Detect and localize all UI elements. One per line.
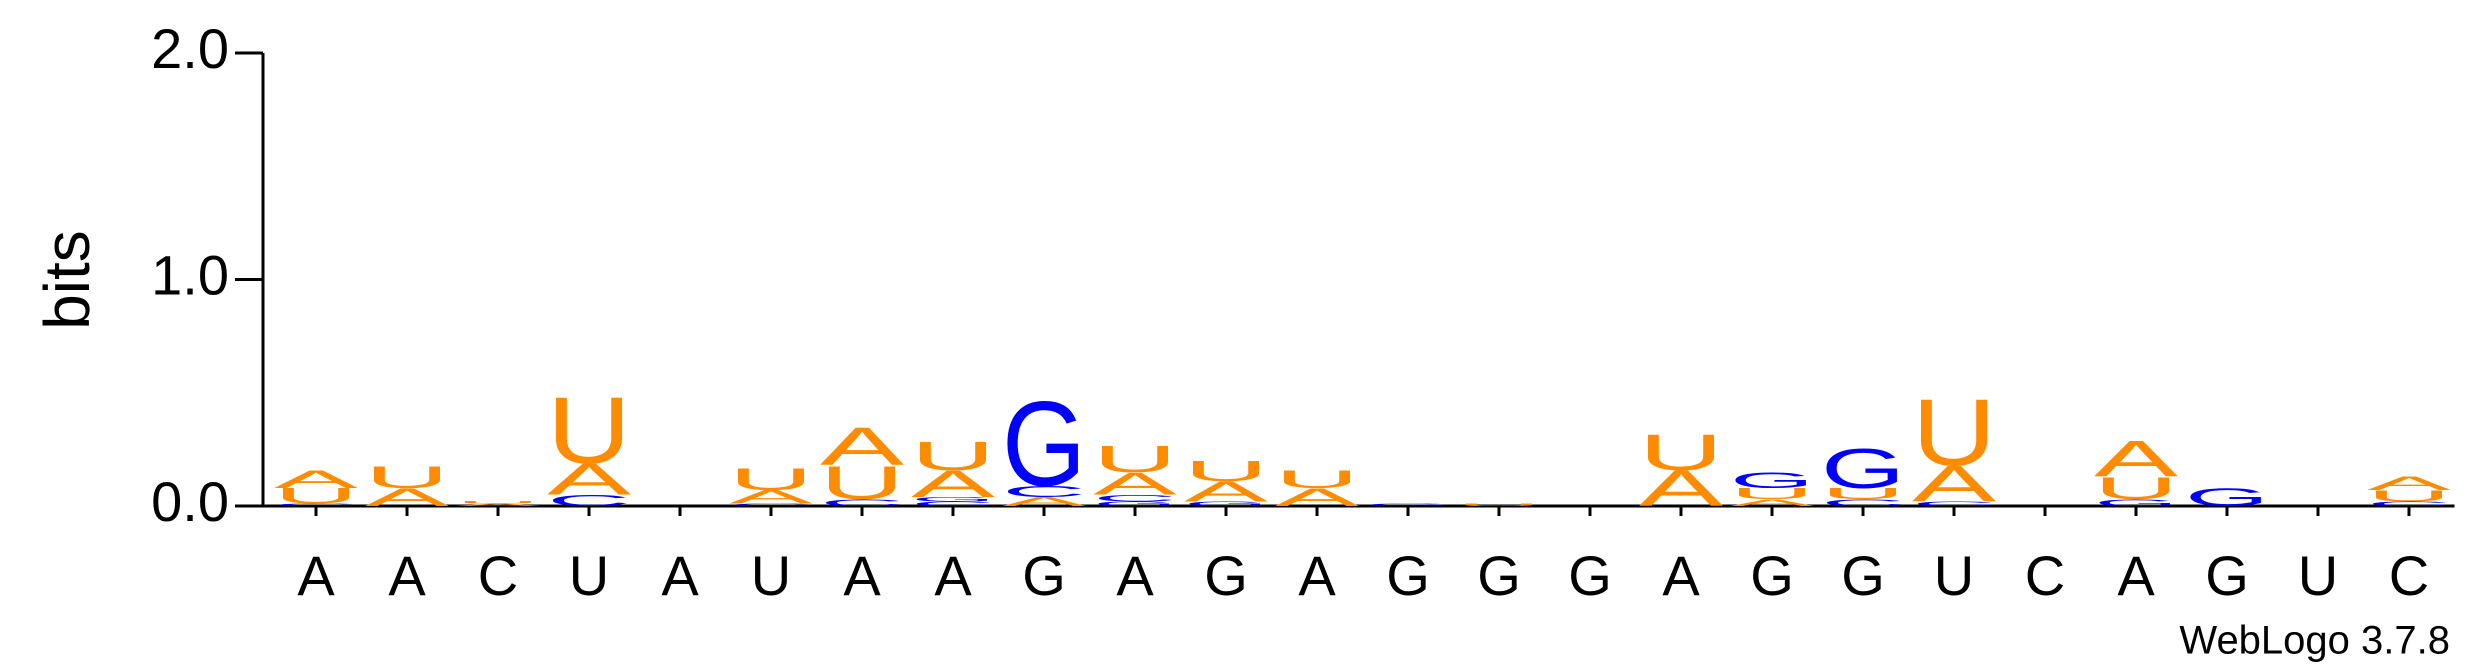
x-tick-label: G [1022,544,1066,607]
x-tick-label: A [2117,544,2155,607]
logo-letter: A [729,487,813,508]
x-tick-label: G [2205,544,2249,607]
y-tick-label: 2.0 [151,17,229,80]
logo-letter: C [1093,493,1177,504]
logo-letter: U [729,462,813,497]
logo-letter: A [1912,455,1996,512]
logo-letter: U [1457,503,1541,507]
logo-letter: U [820,456,904,509]
x-tick-label: A [297,544,335,607]
x-tick-label: A [388,544,426,607]
logo-letter: A [1002,495,1087,509]
logo-letter: U [547,377,631,483]
logo-letter: G [911,496,995,503]
logo-letter: A [365,483,450,511]
x-tick-label: C [478,544,518,607]
logo-letter: A [547,455,632,504]
y-axis-label: bits [31,230,103,330]
x-tick-label: G [1750,544,1794,607]
x-tick-label: G [1568,544,1612,607]
x-tick-label: U [2298,544,2338,607]
logo-letter: G [1002,378,1086,512]
logo-letter: A [1275,483,1360,511]
logo-letter: U [274,484,358,509]
logo-letter: A [911,463,996,505]
x-tick-label: A [934,544,972,607]
x-tick-label: A [1298,544,1336,607]
x-tick-label: U [569,544,609,607]
logo-letter: U [911,433,995,479]
x-tick-label: A [661,544,699,607]
logo-letter: C [911,500,995,507]
logo-letter: G [1730,468,1814,493]
x-tick-label: G [1477,544,1521,607]
logo-letter: A [1184,476,1268,508]
logo-letter: C [2367,500,2451,507]
logo-letter: G [2185,483,2269,511]
x-tick-label: G [1204,544,1248,607]
x-tick-label: G [1386,544,1430,607]
logo-letter: U [2094,471,2178,506]
logo-letter: U [1639,424,1723,481]
logo-letter: A [2094,431,2178,488]
logo-letter: C [1821,498,1905,509]
logo-letter: A [274,465,359,493]
logo-letter: G [1366,503,1450,507]
logo-letter: C [1002,483,1086,501]
logo-letter: U [2367,487,2451,505]
logo-letter: G [1093,500,1177,507]
logo-letter: U [456,501,540,505]
logo-letter: U [365,459,449,494]
y-tick-label: 1.0 [151,243,229,306]
credit: WebLogo 3.7.8 [2179,619,2450,663]
logo-letter: A [1730,498,1815,509]
y-tick-label: 0.0 [151,470,229,533]
logo-letter: U [1275,465,1359,493]
logo-letter: C [547,492,631,510]
logo-letter: G [1184,500,1268,507]
x-tick-label: A [843,544,881,607]
x-tick-label: A [1662,544,1700,607]
logo-letter: U [1184,455,1268,487]
x-tick-label: A [1116,544,1154,607]
logo-letter: C [729,503,813,507]
logo-letter: A [456,503,541,507]
logo-letter: C [1912,500,1996,507]
x-tick-label: U [1934,544,1974,607]
x-tick-label: U [751,544,791,607]
logo-letter: U [1730,485,1814,503]
logo-letter: A [1639,460,1723,517]
x-tick-label: C [2389,544,2429,607]
logo-letter: G [1821,437,1905,501]
logo-letter: U [1093,438,1177,480]
logo-letter: C [820,498,904,509]
logo-letter: G [2094,498,2178,509]
logo-letter: U [1821,485,1905,503]
logo-letter: A [1093,466,1178,501]
x-tick-label: G [1841,544,1885,607]
logo-letter: C [274,503,358,507]
logo-letter: A [820,417,905,477]
x-tick-label: C [2025,544,2065,607]
logo-letter: U [1912,380,1996,486]
logo-letter: A [2367,473,2451,494]
